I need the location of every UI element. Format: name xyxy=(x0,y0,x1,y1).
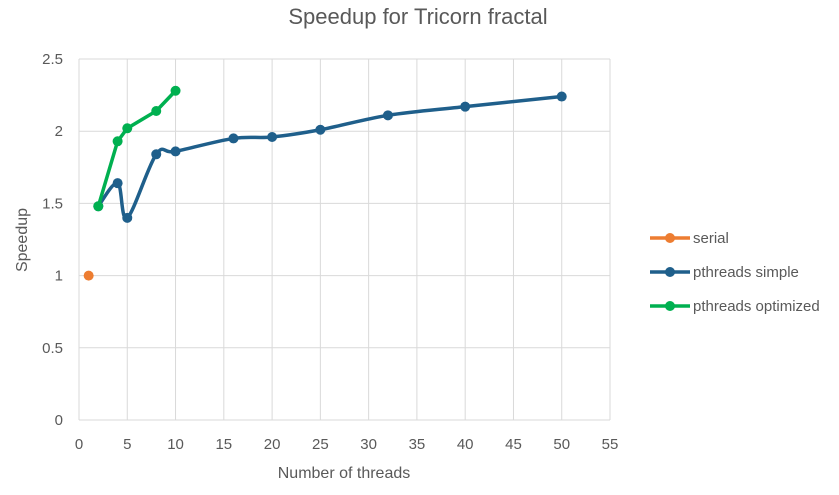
x-tick-label: 15 xyxy=(215,436,232,453)
y-axis-title: Speedup xyxy=(14,208,31,272)
x-tick-label: 30 xyxy=(360,436,377,453)
x-tick-label: 40 xyxy=(457,436,474,453)
x-tick-label: 35 xyxy=(409,436,426,453)
legend-label: pthreads simple xyxy=(693,264,799,281)
data-point xyxy=(122,212,133,223)
x-tick-labels: 0 5 10 15 20 25 30 35 40 45 50 55 xyxy=(75,436,619,453)
legend-marker xyxy=(665,233,675,243)
legend-label: pthreads optimized xyxy=(693,298,820,315)
y-tick-label: 1.5 xyxy=(42,195,63,212)
data-point xyxy=(556,91,567,102)
x-tick-label: 5 xyxy=(123,436,131,453)
legend-label: serial xyxy=(693,230,729,247)
x-tick-label: 10 xyxy=(167,436,184,453)
data-series xyxy=(83,85,567,281)
data-point xyxy=(170,146,181,157)
y-tick-label: 2.5 xyxy=(42,51,63,68)
data-point xyxy=(112,178,123,189)
x-tick-label: 50 xyxy=(553,436,570,453)
x-tick-label: 20 xyxy=(264,436,281,453)
x-axis-title: Number of threads xyxy=(278,465,411,482)
chart-title: Speedup for Tricorn fractal xyxy=(288,4,547,29)
legend-marker xyxy=(665,301,675,311)
x-tick-label: 45 xyxy=(505,436,522,453)
data-point xyxy=(315,124,326,135)
data-point xyxy=(151,149,162,160)
data-point xyxy=(122,123,133,134)
data-point xyxy=(170,85,181,96)
x-tick-label: 25 xyxy=(312,436,329,453)
data-point xyxy=(228,133,239,144)
y-tick-labels: 0 0.5 1 1.5 2 2.5 xyxy=(42,51,63,429)
legend-item-pthreads-optimized: pthreads optimized xyxy=(650,298,820,315)
x-tick-label: 0 xyxy=(75,436,83,453)
x-tick-label: 55 xyxy=(602,436,619,453)
data-point xyxy=(93,201,104,212)
data-point xyxy=(83,270,94,281)
series-line xyxy=(96,94,564,220)
legend-item-serial: serial xyxy=(650,230,729,247)
y-tick-label: 0.5 xyxy=(42,340,63,357)
y-tick-label: 2 xyxy=(55,123,63,140)
legend-marker xyxy=(665,267,675,277)
series-pthreads-optimized xyxy=(93,85,181,212)
data-point xyxy=(112,136,123,147)
legend: serial pthreads simple pthreads optimized xyxy=(650,230,820,315)
data-point xyxy=(382,110,393,121)
data-point xyxy=(460,101,471,112)
legend-item-pthreads-simple: pthreads simple xyxy=(650,264,799,281)
data-point xyxy=(267,131,278,142)
y-tick-label: 1 xyxy=(55,268,63,285)
series-serial xyxy=(83,270,94,281)
y-tick-label: 0 xyxy=(55,412,63,429)
grid-lines xyxy=(78,58,611,421)
series-pthreads-simple xyxy=(93,91,567,223)
data-point xyxy=(151,105,162,116)
